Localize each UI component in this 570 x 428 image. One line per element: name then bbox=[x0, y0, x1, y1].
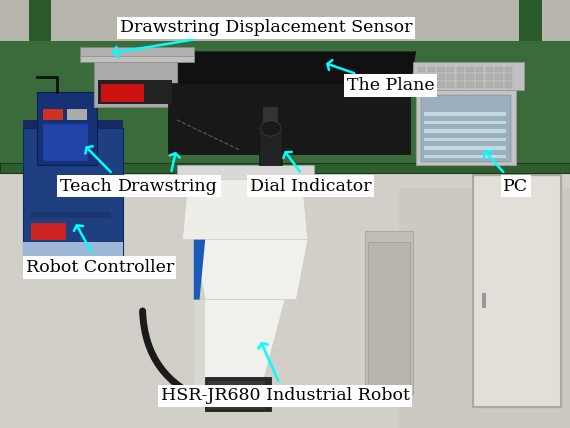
Bar bbox=[505, 67, 512, 72]
Circle shape bbox=[235, 391, 249, 401]
Bar bbox=[476, 67, 483, 72]
Bar bbox=[80, 47, 194, 58]
Bar bbox=[80, 56, 194, 62]
Bar bbox=[418, 67, 425, 72]
Text: Drawstring Displacement Sensor: Drawstring Displacement Sensor bbox=[114, 19, 412, 57]
Text: Robot Controller: Robot Controller bbox=[26, 226, 174, 276]
Text: Teach Pendant: Teach Pendant bbox=[60, 146, 189, 195]
Bar bbox=[424, 112, 506, 116]
Bar bbox=[428, 74, 435, 80]
Bar bbox=[259, 131, 282, 165]
Bar bbox=[424, 121, 506, 124]
Bar bbox=[447, 67, 454, 72]
Bar bbox=[208, 381, 265, 409]
Bar bbox=[98, 80, 172, 104]
Circle shape bbox=[230, 386, 255, 405]
Polygon shape bbox=[194, 300, 285, 385]
Bar bbox=[486, 74, 493, 80]
Bar bbox=[495, 82, 503, 88]
Bar bbox=[466, 74, 474, 80]
Polygon shape bbox=[399, 188, 570, 428]
Bar bbox=[486, 67, 493, 72]
Bar bbox=[94, 56, 177, 107]
Bar bbox=[457, 67, 464, 72]
Text: The Plane: The Plane bbox=[327, 60, 434, 94]
Bar bbox=[37, 92, 97, 165]
Bar bbox=[368, 242, 410, 392]
Polygon shape bbox=[182, 180, 308, 240]
Bar bbox=[466, 82, 474, 88]
Bar bbox=[168, 83, 410, 154]
Bar bbox=[495, 67, 503, 72]
Bar bbox=[416, 90, 516, 165]
Bar bbox=[495, 74, 503, 80]
Bar bbox=[418, 82, 425, 88]
Bar bbox=[101, 84, 144, 102]
Text: Drawstring: Drawstring bbox=[118, 153, 218, 195]
Bar bbox=[413, 62, 524, 90]
Bar bbox=[424, 146, 506, 150]
Bar bbox=[457, 82, 464, 88]
Bar bbox=[486, 82, 493, 88]
Bar bbox=[43, 124, 88, 160]
Bar bbox=[447, 74, 454, 80]
Bar bbox=[177, 165, 314, 182]
Polygon shape bbox=[0, 0, 570, 120]
Polygon shape bbox=[162, 51, 416, 86]
Bar bbox=[263, 107, 278, 131]
Bar bbox=[23, 128, 123, 265]
Bar bbox=[23, 120, 123, 128]
Bar bbox=[0, 41, 570, 165]
Bar bbox=[424, 138, 506, 141]
Bar bbox=[505, 74, 512, 80]
Bar bbox=[437, 74, 445, 80]
Bar bbox=[505, 82, 512, 88]
Bar bbox=[205, 377, 271, 411]
Bar bbox=[67, 109, 87, 120]
Bar bbox=[23, 242, 123, 265]
Bar bbox=[28, 0, 51, 41]
Bar bbox=[0, 163, 570, 173]
Bar bbox=[424, 155, 506, 158]
Bar bbox=[31, 223, 66, 240]
Bar bbox=[428, 67, 435, 72]
Polygon shape bbox=[194, 240, 205, 300]
Bar bbox=[365, 231, 413, 394]
Bar bbox=[437, 67, 445, 72]
Bar bbox=[473, 175, 561, 407]
Bar bbox=[428, 82, 435, 88]
Text: Dial Indicator: Dial Indicator bbox=[250, 152, 372, 195]
Bar bbox=[457, 74, 464, 80]
Bar bbox=[476, 74, 483, 80]
Polygon shape bbox=[194, 300, 205, 385]
Bar bbox=[473, 175, 561, 407]
Text: HSR-JR680 Industrial Robot: HSR-JR680 Industrial Robot bbox=[161, 343, 409, 404]
Bar bbox=[418, 74, 425, 80]
Bar bbox=[437, 82, 445, 88]
Text: PC: PC bbox=[484, 151, 528, 195]
Bar bbox=[447, 82, 454, 88]
FancyArrowPatch shape bbox=[142, 311, 208, 401]
Bar bbox=[31, 212, 111, 218]
Bar bbox=[476, 82, 483, 88]
Bar bbox=[519, 0, 542, 41]
Bar bbox=[43, 109, 63, 120]
Bar bbox=[424, 129, 506, 133]
Bar bbox=[482, 293, 486, 308]
Bar bbox=[421, 95, 511, 162]
Bar bbox=[466, 67, 474, 72]
Polygon shape bbox=[194, 240, 308, 300]
Circle shape bbox=[260, 121, 281, 136]
